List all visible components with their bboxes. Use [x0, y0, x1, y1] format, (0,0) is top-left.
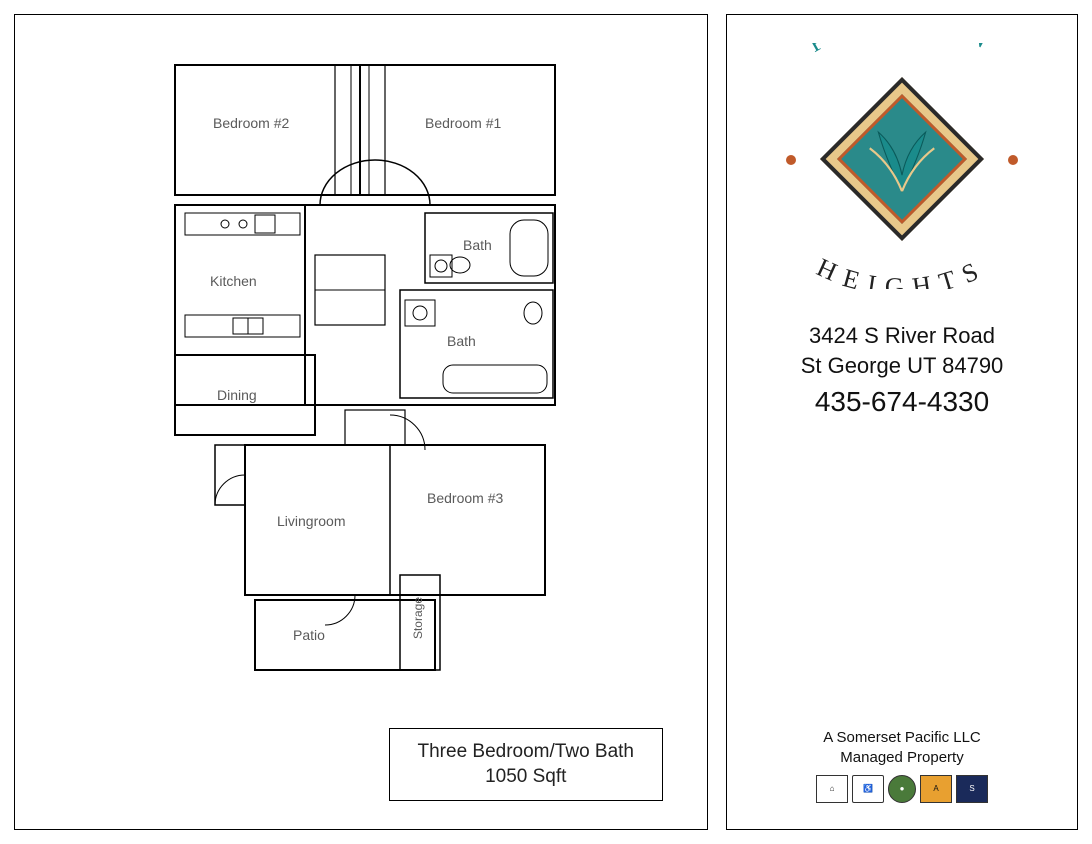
svg-text:HEIGHTS: HEIGHTS — [812, 253, 991, 289]
property-panel: FOUNTAIN HEIGHTS 3424 S River Road St Ge… — [726, 14, 1078, 830]
logo-dot-right — [1008, 155, 1018, 165]
somerset-badge-icon: S — [956, 775, 988, 803]
logo-diamond — [820, 77, 984, 241]
management-line1: A Somerset Pacific LLC — [727, 728, 1077, 748]
svg-text:FOUNTAIN: FOUNTAIN — [805, 43, 1000, 58]
label-livingroom: Livingroom — [277, 513, 345, 529]
wheelchair-icon: ♿ — [852, 775, 884, 803]
logo-dot-left — [786, 155, 796, 165]
logo-bottom-text: HEIGHTS — [812, 253, 991, 289]
floorplan-svg — [155, 55, 575, 675]
property-address: 3424 S River Road St George UT 84790 — [801, 321, 1004, 380]
address-line1: 3424 S River Road — [801, 321, 1004, 351]
label-bedroom3: Bedroom #3 — [427, 490, 503, 506]
label-dining: Dining — [217, 387, 257, 403]
ascendant-badge-icon: A — [920, 775, 952, 803]
logo-bottom-arc: HEIGHTS — [752, 245, 1052, 289]
property-logo: FOUNTAIN HEIGHTS — [752, 43, 1052, 283]
label-patio: Patio — [293, 627, 325, 643]
certification-badges: ⌂ ♿ ● A S — [727, 775, 1077, 803]
green-badge-icon: ● — [888, 775, 916, 803]
unit-info-line1: Three Bedroom/Two Bath — [418, 739, 635, 765]
label-bath1: Bath — [463, 237, 492, 253]
label-bedroom1: Bedroom #1 — [425, 115, 501, 131]
label-bedroom2: Bedroom #2 — [213, 115, 289, 131]
management-line2: Managed Property — [727, 748, 1077, 768]
management-block: A Somerset Pacific LLC Managed Property … — [727, 728, 1077, 803]
label-storage: Storage — [411, 597, 425, 639]
floorplan-drawing: Bedroom #2 Bedroom #1 Kitchen Bath Bath … — [155, 55, 575, 675]
logo-top-text: FOUNTAIN — [805, 43, 1000, 58]
label-kitchen: Kitchen — [210, 273, 257, 289]
label-bath2: Bath — [447, 333, 476, 349]
unit-info-line2: 1050 Sqft — [418, 764, 635, 790]
floorplan-panel: Bedroom #2 Bedroom #1 Kitchen Bath Bath … — [14, 14, 708, 830]
logo-diamond-inner — [837, 94, 967, 224]
property-phone: 435-674-4330 — [815, 386, 989, 418]
equal-housing-icon: ⌂ — [816, 775, 848, 803]
address-line2: St George UT 84790 — [801, 351, 1004, 381]
unit-info-box: Three Bedroom/Two Bath 1050 Sqft — [389, 728, 664, 801]
